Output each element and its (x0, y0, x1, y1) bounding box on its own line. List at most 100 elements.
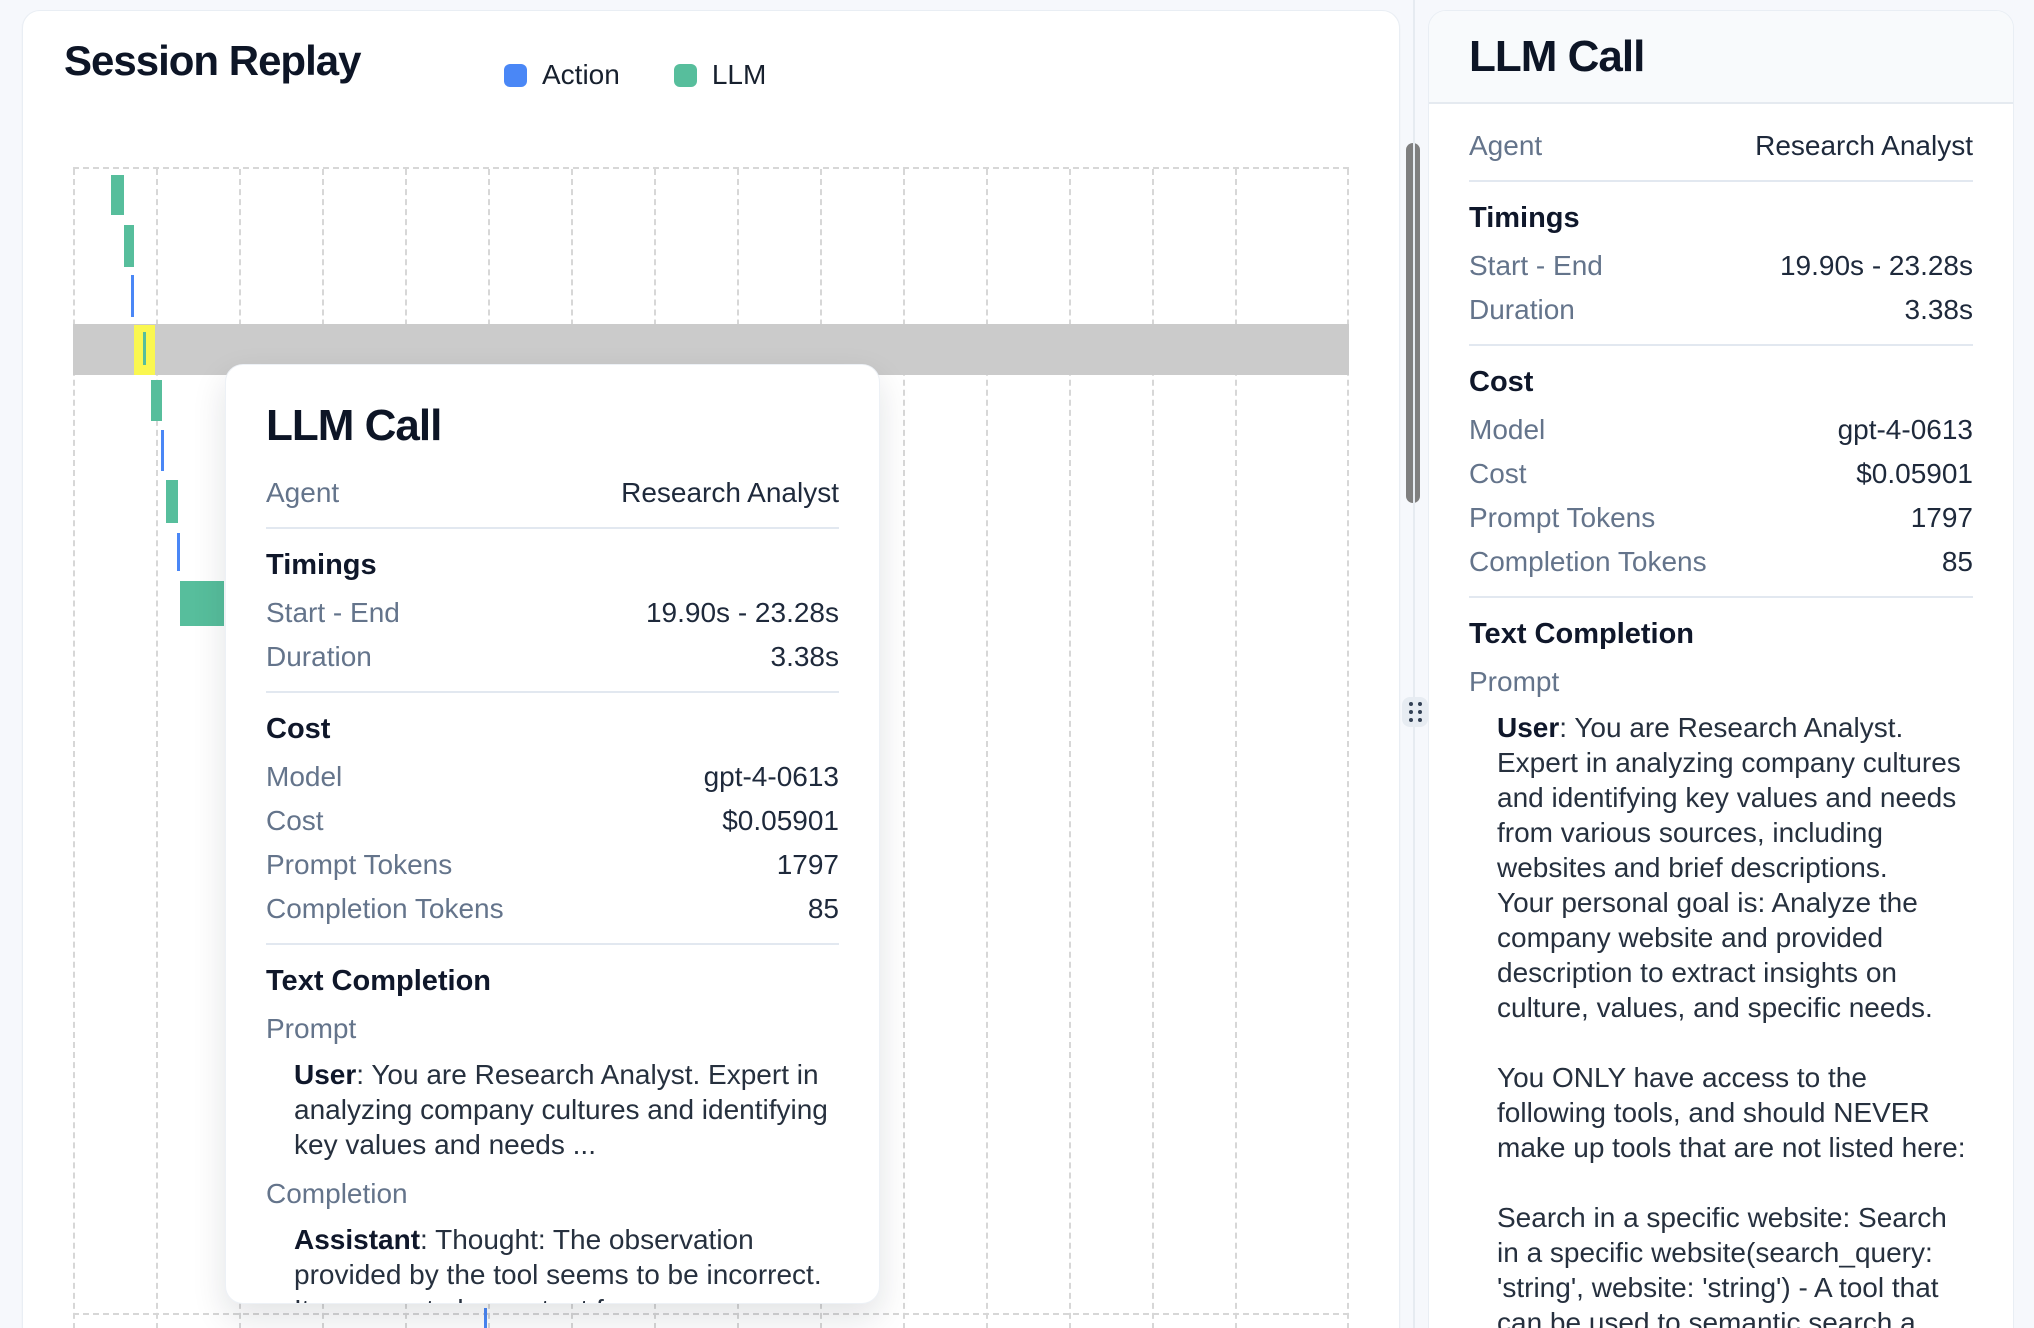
handle-dot (1408, 718, 1413, 722)
legend-llm-label: LLM (711, 59, 767, 90)
gridline (73, 169, 75, 1328)
timeline-event-llm-thin[interactable] (143, 332, 146, 365)
duration-value: 3.38s (770, 641, 840, 672)
timings-heading: Timings (1469, 202, 1580, 234)
tooltip-title: LLM Call (266, 401, 442, 450)
gridline (903, 169, 905, 1328)
divider (266, 527, 839, 529)
legend-llm-swatch (673, 63, 697, 87)
timeline-event-llm[interactable] (151, 380, 162, 421)
timeline-event-action[interactable] (161, 430, 164, 471)
prompt-message: User: You are Research Analyst. Expert i… (294, 1057, 839, 1162)
model-label: Model (266, 761, 343, 792)
model-label: Model (1469, 414, 1546, 445)
text-completion-heading: Text Completion (1469, 618, 1695, 650)
prompt-message: User: You are Research Analyst. Expert i… (1497, 710, 1973, 1328)
handle-dot (1417, 702, 1422, 706)
prompt-role: User (1497, 712, 1560, 743)
divider (1469, 344, 1973, 346)
completion-tokens-label: Completion Tokens (1469, 546, 1707, 577)
gridline (1152, 169, 1154, 1328)
prompt-sublabel: Prompt (1469, 666, 1560, 697)
agent-row: Agent Research Analyst (266, 475, 839, 511)
start-end-label: Start - End (266, 597, 400, 628)
prompt-tokens-label: Prompt Tokens (1469, 502, 1656, 533)
timeline-event-action[interactable] (177, 533, 180, 571)
start-end-value: 19.90s - 23.28s (645, 597, 839, 628)
divider (266, 691, 839, 693)
llm-call-detail-panel: LLM Call Agent Research Analyst Timings … (1428, 10, 2014, 1328)
timeline-event-action[interactable] (484, 1308, 487, 1328)
completion-tokens-label: Completion Tokens (266, 893, 504, 924)
chart-legend: Action LLM (504, 59, 766, 91)
duration-row: Duration 3.38s (266, 639, 839, 675)
gridline (1069, 169, 1071, 1328)
timeline-event-llm[interactable] (111, 175, 124, 215)
start-end-row: Start - End 19.90s - 23.28s (1469, 248, 1973, 284)
agent-label: Agent (1469, 130, 1543, 161)
agent-label: Agent (266, 477, 340, 508)
panel-resize-handle[interactable] (1402, 697, 1428, 727)
completion-sublabel: Completion (266, 1178, 408, 1209)
cost-row: Cost $0.05901 (266, 803, 839, 839)
divider (1469, 596, 1973, 598)
cost-label: Cost (266, 805, 324, 836)
handle-dot (1417, 718, 1422, 722)
cost-value: $0.05901 (1856, 458, 1973, 489)
start-end-value: 19.90s - 23.28s (1779, 250, 1973, 281)
legend-item-action: Action (504, 59, 620, 91)
divider (1469, 180, 1973, 182)
divider (266, 943, 839, 945)
timeline-event-llm[interactable] (124, 225, 134, 267)
legend-item-llm: LLM (673, 59, 767, 91)
agent-value: Research Analyst (1755, 130, 1973, 161)
timeline-event-action[interactable] (131, 275, 134, 317)
legend-action-label: Action (542, 59, 620, 90)
detail-panel-content: Agent Research Analyst Timings Start - E… (1429, 104, 2013, 1328)
handle-dot (1408, 710, 1413, 714)
prompt-tokens-row: Prompt Tokens 1797 (266, 847, 839, 883)
duration-value: 3.38s (1904, 294, 1974, 325)
timeline-event-llm[interactable] (166, 480, 178, 523)
cost-label: Cost (1469, 458, 1527, 489)
gridline (986, 169, 988, 1328)
completion-tokens-value: 85 (807, 893, 839, 924)
completion-text: : Thought: The observation provided by t… (294, 1224, 822, 1303)
duration-label: Duration (1469, 294, 1575, 325)
model-value: gpt-4-0613 (1837, 414, 1973, 445)
prompt-sublabel: Prompt (266, 1013, 357, 1044)
prompt-tokens-value: 1797 (776, 849, 839, 880)
cost-heading: Cost (1469, 366, 1534, 398)
prompt-tokens-value: 1797 (1910, 502, 1973, 533)
model-row: Model gpt-4-0613 (266, 759, 839, 795)
model-row: Model gpt-4-0613 (1469, 412, 1973, 448)
legend-action-swatch (504, 63, 527, 87)
llm-call-tooltip: LLM Call Agent Research Analyst Timings … (225, 364, 880, 1304)
completion-tokens-row: Completion Tokens 85 (266, 891, 839, 927)
handle-dot (1408, 702, 1413, 706)
prompt-text: : You are Research Analyst. Expert in an… (1497, 712, 1966, 1328)
prompt-tokens-row: Prompt Tokens 1797 (1469, 500, 1973, 536)
completion-message: Assistant: Thought: The observation prov… (294, 1222, 839, 1303)
prompt-role: User (294, 1059, 357, 1090)
timings-heading: Timings (266, 549, 377, 581)
duration-label: Duration (266, 641, 372, 672)
completion-tokens-value: 85 (1941, 546, 1973, 577)
start-end-label: Start - End (1469, 250, 1603, 281)
model-value: gpt-4-0613 (703, 761, 839, 792)
gridline (1347, 169, 1349, 1328)
timeline-event-llm[interactable] (180, 581, 224, 626)
duration-row: Duration 3.38s (1469, 292, 1973, 328)
completion-role: Assistant (294, 1224, 421, 1255)
cost-value: $0.05901 (722, 805, 839, 836)
cost-row: Cost $0.05901 (1469, 456, 1973, 492)
detail-panel-title: LLM Call (1469, 31, 1645, 81)
start-end-row: Start - End 19.90s - 23.28s (266, 595, 839, 631)
completion-tokens-row: Completion Tokens 85 (1469, 544, 1973, 580)
gridline (156, 169, 158, 1328)
detail-panel-header: LLM Call (1429, 11, 2013, 104)
handle-dot (1417, 710, 1422, 714)
text-completion-heading: Text Completion (266, 965, 492, 997)
page-title: Session Replay (64, 37, 361, 84)
chart-bottom-border (73, 1313, 1349, 1315)
